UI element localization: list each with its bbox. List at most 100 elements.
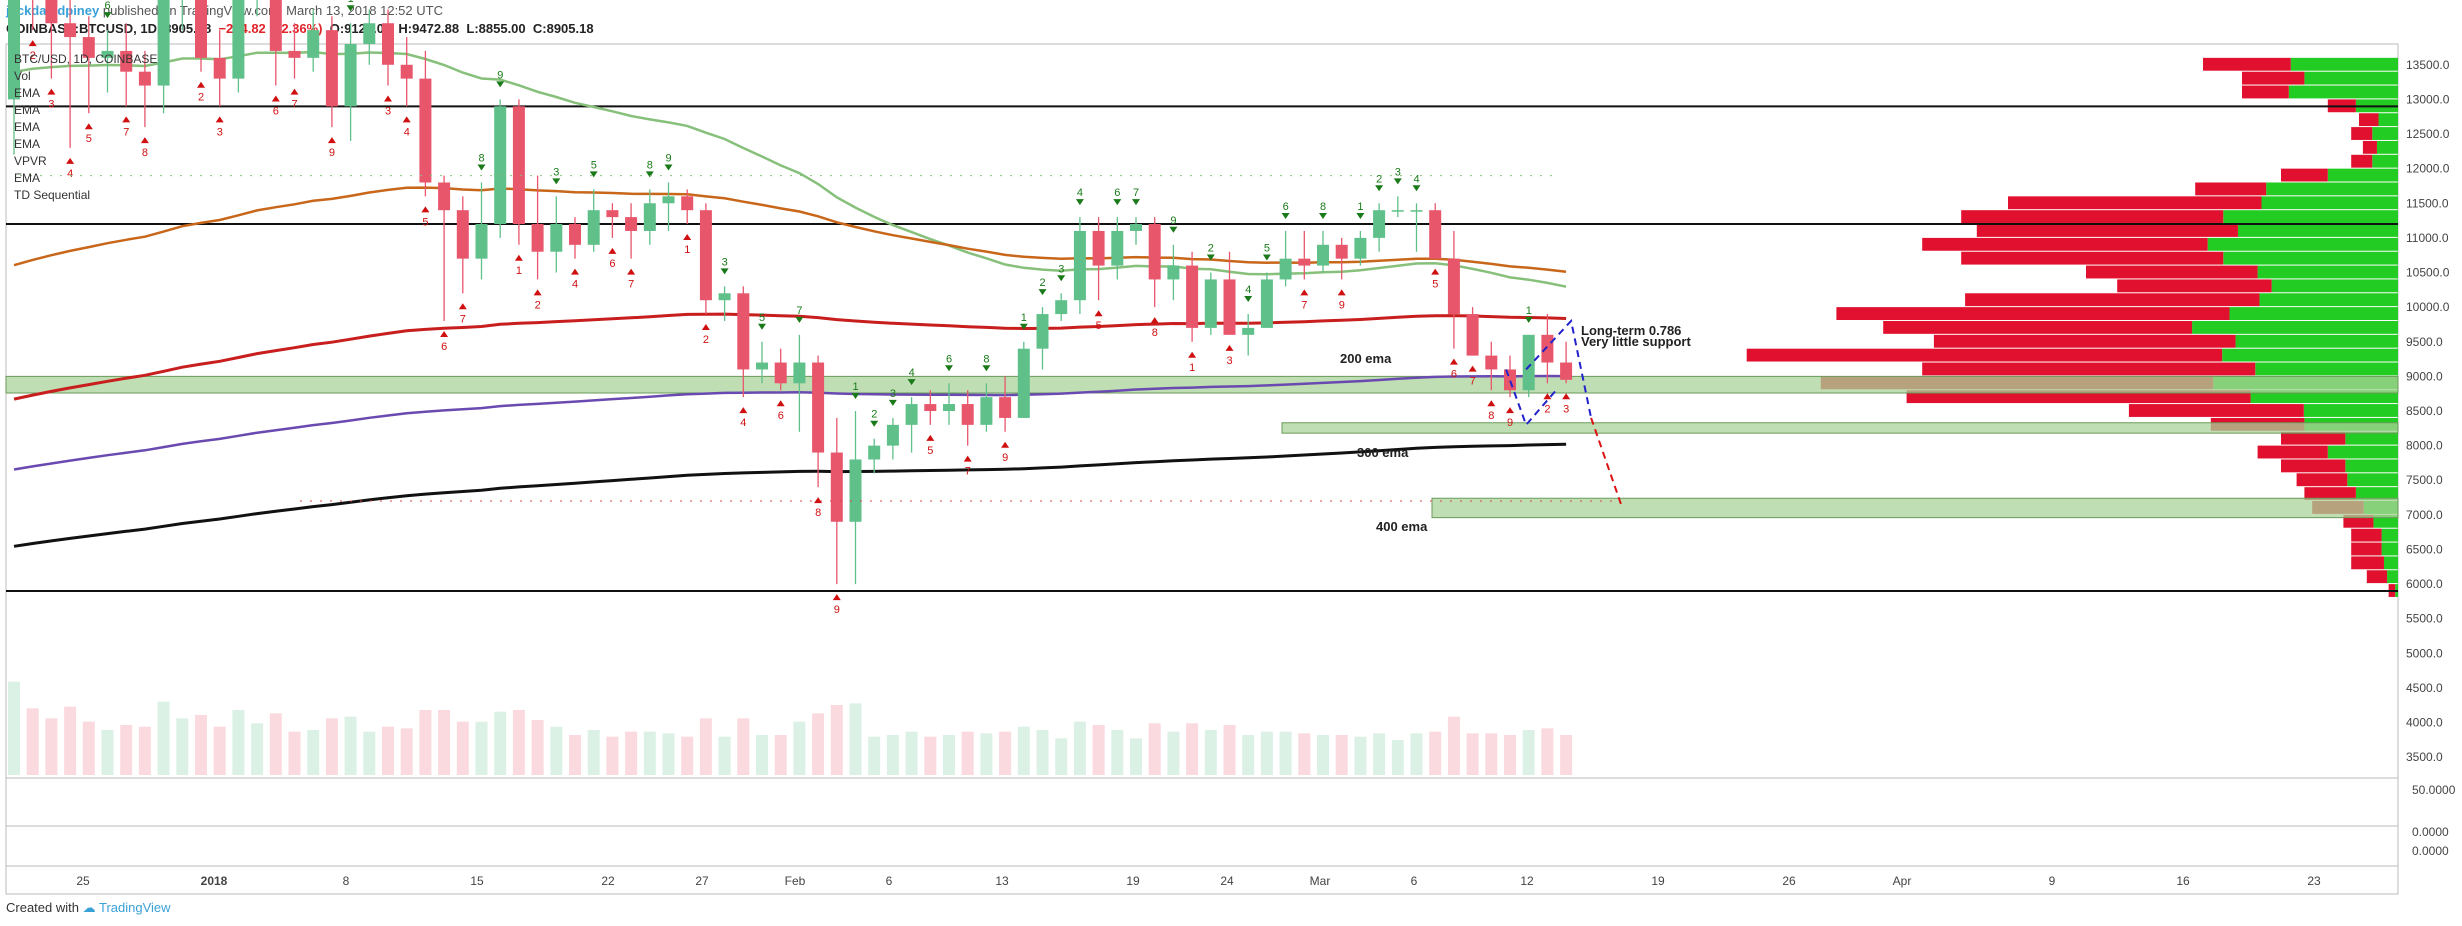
ema-200-line <box>13 312 1567 401</box>
legend-symbol: BTC/USD, 1D, COINBASE <box>14 52 157 66</box>
td-sell-arrow <box>1543 393 1552 400</box>
volume-bar <box>419 710 432 775</box>
volume-bar <box>1410 733 1423 775</box>
vpvr-bar-down <box>2117 279 2272 293</box>
td-count-label: 1 <box>684 244 690 256</box>
candle-body <box>1466 314 1479 356</box>
td-buy-arrow <box>1019 323 1028 330</box>
time-tick-label: 25 <box>76 874 90 888</box>
candle-body <box>905 404 918 425</box>
td-sell-arrow <box>1431 268 1440 275</box>
volume-bar <box>1017 726 1030 775</box>
vpvr-bar-up <box>2290 57 2398 71</box>
vpvr-bar-down <box>1976 224 2238 237</box>
time-tick-label: 24 <box>1220 874 1234 888</box>
td-count-label: 6 <box>1283 201 1289 213</box>
td-buy-arrow <box>1375 185 1384 192</box>
vpvr-bar-down <box>1933 334 2236 348</box>
td-buy-arrow <box>1132 199 1140 206</box>
time-tick-label: 6 <box>1411 874 1418 888</box>
volume-bar <box>886 735 899 775</box>
legend-item-ema-4: EMA <box>14 137 40 151</box>
label-200-ema: 200 ema <box>1340 351 1392 366</box>
td-buy-arrow <box>982 365 991 372</box>
td-count-label: 5 <box>1264 243 1270 255</box>
td-count-label: 3 <box>217 126 223 138</box>
volume-bar <box>213 726 226 775</box>
td-count-label: 2 <box>1376 173 1382 185</box>
price-tick-label: 7500.0 <box>2406 473 2443 487</box>
volume-bar <box>82 721 95 775</box>
open-value: O:9120.00 <box>329 21 392 36</box>
volume-bar <box>531 720 544 775</box>
candle-body <box>1447 258 1460 315</box>
td-buy-arrow <box>1244 296 1253 303</box>
vpvr-bar-up <box>2381 542 2398 556</box>
td-sell-arrow <box>1468 365 1477 372</box>
ema-50-line <box>13 50 1567 288</box>
candle-body <box>812 362 825 453</box>
label-fib-0786: Long-term 0.786 <box>1581 323 1681 338</box>
td-count-label: 6 <box>105 0 111 12</box>
td-count-label: 6 <box>609 258 615 270</box>
chart-frame <box>5 43 2399 895</box>
td-count-label: 7 <box>292 99 298 111</box>
td-sell-arrow <box>47 88 56 95</box>
candle-body <box>195 0 207 58</box>
td-buy-arrow <box>1169 226 1178 233</box>
vpvr-bar-up <box>2259 293 2398 307</box>
td-count-label: 9 <box>1507 417 1513 429</box>
vpvr-bar-down <box>1922 237 2208 251</box>
volume-bar <box>1560 735 1573 775</box>
candle-body <box>456 210 469 259</box>
td-count-label: 2 <box>198 92 204 104</box>
volume-bar <box>1485 733 1498 775</box>
td-count-label: 6 <box>441 341 447 353</box>
td-buy-arrow <box>664 164 673 171</box>
td-sell-arrow <box>963 455 972 462</box>
td-sell-arrow <box>458 303 467 310</box>
time-tick-label: 26 <box>1782 874 1796 888</box>
td-sell-arrow <box>1562 393 1571 400</box>
vpvr-bar-up <box>2376 140 2398 154</box>
volume-bar <box>26 708 39 775</box>
tradingview-link[interactable]: TradingView <box>99 900 171 915</box>
td-sell-arrow <box>627 268 636 275</box>
volume-bar <box>1204 730 1217 775</box>
td-buy-arrow <box>1319 212 1327 219</box>
td-count-label: 8 <box>1488 410 1494 422</box>
low-value: L:8855.00 <box>466 21 526 36</box>
support-zones <box>5 375 2399 519</box>
vpvr-bar-up <box>2347 473 2398 487</box>
td-count-label: 9 <box>497 69 503 81</box>
candle-body <box>625 217 638 231</box>
td-count-label: 6 <box>946 353 952 365</box>
td-count-label: 6 <box>1114 187 1120 199</box>
candle-body <box>643 203 656 231</box>
price-tick-label: 4000.0 <box>2406 716 2443 730</box>
volume-bar <box>1036 730 1049 775</box>
vpvr-bar-down <box>1965 293 2260 307</box>
candle-body <box>1092 230 1105 266</box>
vpvr-bar-down <box>1922 362 2256 376</box>
vpvr-bar-up <box>2372 127 2398 140</box>
candlesticks <box>8 0 1573 585</box>
td-buy-arrow <box>346 5 355 12</box>
candle-body <box>1298 258 1311 266</box>
td-buy-arrow <box>758 323 766 330</box>
volume-bar <box>456 721 469 775</box>
td-sell-arrow <box>514 254 523 261</box>
volume-bar <box>438 710 451 775</box>
td-count-label: 5 <box>1432 279 1438 291</box>
volume-bar <box>1447 716 1460 775</box>
vpvr-bar-up <box>2207 237 2398 251</box>
volume-bar <box>774 735 787 775</box>
vpvr-bar-down <box>2242 85 2289 99</box>
volume-bar <box>793 721 806 775</box>
time-tick-label: 19 <box>1651 874 1665 888</box>
candle-body <box>587 210 600 245</box>
td-count-label: 8 <box>1152 327 1158 339</box>
td-count-label: 7 <box>1133 187 1139 199</box>
td-count-label: 3 <box>1563 403 1569 415</box>
